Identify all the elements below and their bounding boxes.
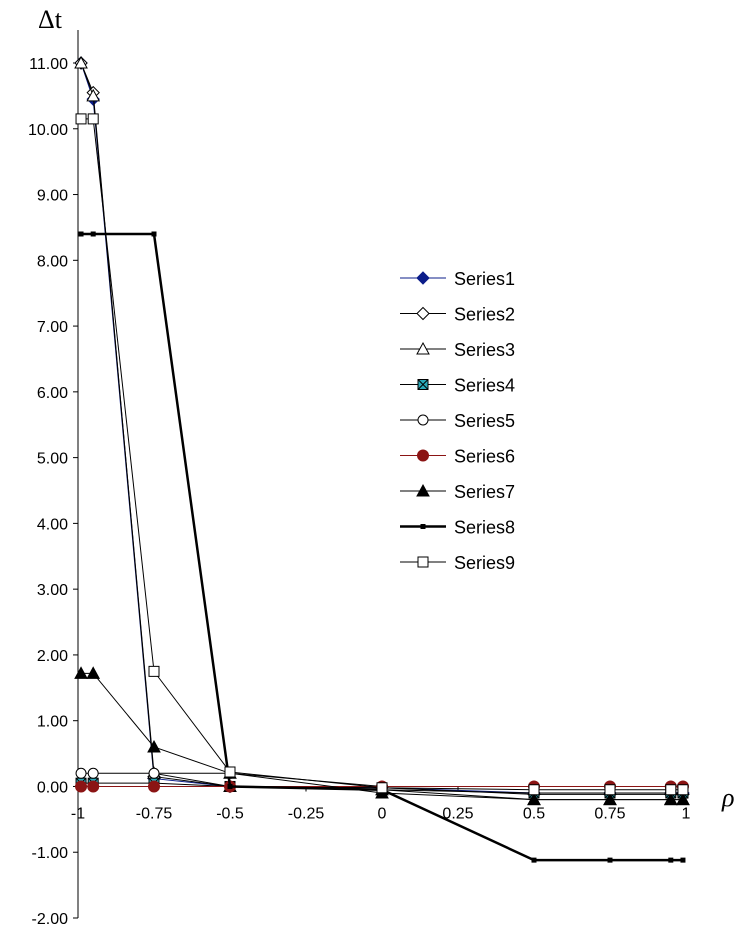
x-tick-label: 0.5 [523, 805, 545, 822]
marker-square-small [607, 857, 613, 863]
x-tick-label: 0.75 [594, 805, 625, 822]
y-tick-label: 8.00 [37, 253, 68, 270]
series-line [81, 232, 683, 862]
series-3 [74, 55, 690, 806]
series-1 [74, 56, 690, 800]
marker-square-open [148, 665, 160, 677]
marker-square-small [668, 857, 674, 863]
y-tick-label: 2.00 [37, 648, 68, 665]
legend-item-7: Series7 [400, 482, 515, 502]
legend-label: Series7 [454, 482, 515, 502]
legend-item-6: Series6 [400, 447, 515, 467]
legend-item-3: Series3 [400, 340, 515, 360]
series-line [80, 62, 683, 795]
series-line [81, 118, 683, 791]
legend-label: Series3 [454, 340, 515, 360]
marker-circle [75, 780, 88, 793]
marker-circle [87, 780, 100, 793]
marker-circle [148, 780, 160, 793]
y-tick-label: 4.00 [37, 516, 68, 533]
y-tick-label: 10.00 [28, 122, 68, 139]
marker-square-open [87, 113, 99, 125]
marker-triangle [86, 666, 101, 679]
marker-square-open [417, 556, 429, 568]
marker-square-small [531, 857, 537, 863]
x-tick-label: -0.25 [288, 805, 325, 822]
y-tick-label: 9.00 [37, 188, 68, 205]
y-tick-label: 6.00 [37, 385, 68, 402]
x-tick-label: 0 [378, 805, 387, 822]
marker-square-open [376, 782, 388, 794]
y-tick-label: 1.00 [37, 714, 68, 731]
marker-triangle [603, 792, 617, 806]
legend-item-1: Series1 [400, 269, 515, 289]
legend-item-5: Series5 [400, 411, 515, 431]
marker-diamond-open [416, 306, 430, 321]
legend-label: Series5 [454, 411, 515, 431]
legend-label: Series2 [454, 305, 515, 325]
marker-triangle [527, 792, 541, 806]
y-tick-label: 7.00 [37, 319, 68, 336]
marker-triangle [74, 666, 88, 679]
marker-square-small [680, 857, 686, 863]
x-tick-label: -0.5 [216, 805, 244, 822]
y-tick-label: 0.00 [37, 779, 68, 796]
marker-square-open [665, 784, 677, 796]
marker-circle-open [75, 767, 87, 779]
marker-square-small [420, 524, 426, 529]
y-tick-label: 3.00 [37, 582, 68, 599]
y-tick-label: 11.00 [29, 56, 68, 73]
x-tick-label: -0.75 [136, 805, 173, 822]
y-tick-label: -1.00 [32, 845, 69, 862]
legend-label: Series4 [454, 376, 515, 396]
marker-square-open [677, 784, 689, 796]
y-tick-label: -2.00 [32, 911, 69, 928]
x-axis-title: ρ [721, 783, 734, 812]
legend-item-2: Series2 [400, 305, 515, 325]
marker-square-small [90, 231, 96, 237]
marker-triangle-open [74, 55, 88, 69]
marker-triangle [663, 792, 678, 806]
series-line [80, 62, 683, 801]
series-9 [75, 113, 689, 796]
marker-triangle [416, 483, 430, 497]
y-axis-title: Δt [38, 5, 63, 34]
x-tick-label: 0.25 [442, 805, 473, 822]
marker-triangle-open [86, 88, 101, 102]
marker-circle-open [148, 767, 160, 779]
marker-triangle-open [416, 341, 430, 355]
x-tick-label: -1 [71, 805, 85, 822]
marker-circle [417, 449, 429, 462]
series-8 [78, 231, 686, 863]
x-tick-label: 1 [682, 805, 691, 822]
y-tick-label: 5.00 [37, 451, 68, 468]
marker-circle-open [417, 414, 429, 426]
marker-square-open [75, 113, 87, 125]
legend-label: Series8 [454, 518, 515, 538]
marker-square-small [78, 231, 84, 237]
marker-diamond [416, 271, 430, 285]
legend-item-8: Series8 [400, 518, 515, 538]
series-line [80, 62, 683, 794]
marker-square-small [227, 783, 233, 789]
legend-item-9: Series9 [400, 553, 515, 573]
marker-triangle [147, 739, 161, 753]
legend-item-4: Series4 [400, 376, 515, 396]
legend: Series1 Series2 Series3 Series4 Series5 Serie… [400, 269, 515, 573]
legend-label: Series1 [454, 269, 515, 289]
legend-label: Series6 [454, 447, 515, 467]
marker-square-open [604, 784, 616, 796]
plot-area [74, 55, 690, 863]
marker-circle-open [87, 767, 99, 779]
marker-square-open [528, 784, 540, 796]
marker-square-small [151, 231, 157, 237]
marker-square-open [224, 766, 236, 778]
marker-x-stroke [417, 379, 429, 390]
legend-label: Series9 [454, 553, 515, 573]
marker-triangle [676, 792, 690, 806]
